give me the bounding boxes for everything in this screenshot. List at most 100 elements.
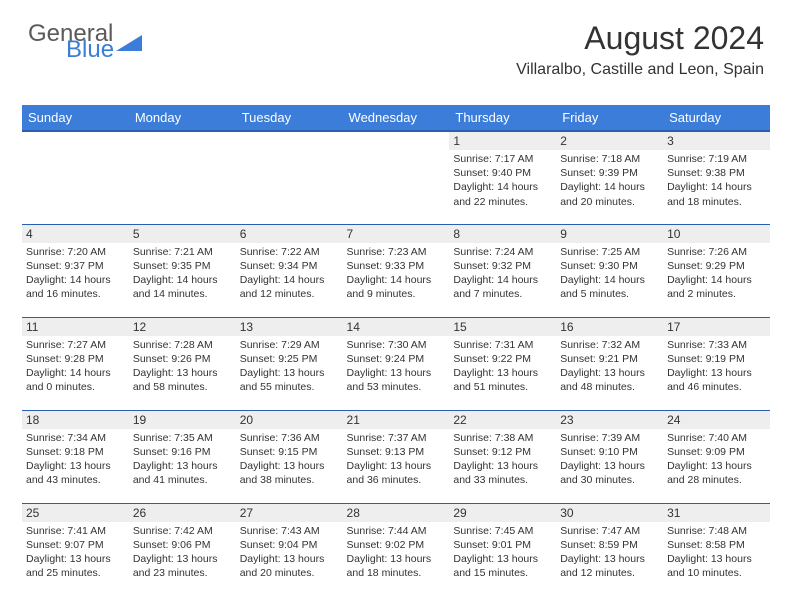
weekday-header: Friday — [556, 105, 663, 131]
day-info: Sunrise: 7:17 AMSunset: 9:40 PMDaylight:… — [449, 150, 556, 213]
calendar-cell: 9Sunrise: 7:25 AMSunset: 9:30 PMDaylight… — [556, 224, 663, 317]
day-info: Sunrise: 7:33 AMSunset: 9:19 PMDaylight:… — [663, 336, 770, 399]
day-number: 5 — [129, 225, 236, 243]
calendar-cell: 19Sunrise: 7:35 AMSunset: 9:16 PMDayligh… — [129, 410, 236, 503]
calendar-cell: 26Sunrise: 7:42 AMSunset: 9:06 PMDayligh… — [129, 503, 236, 596]
day-number: 20 — [236, 411, 343, 429]
day-number: 2 — [556, 132, 663, 150]
calendar-cell: 14Sunrise: 7:30 AMSunset: 9:24 PMDayligh… — [343, 317, 450, 410]
month-title: August 2024 — [516, 20, 764, 57]
day-info: Sunrise: 7:45 AMSunset: 9:01 PMDaylight:… — [449, 522, 556, 585]
day-number: 4 — [22, 225, 129, 243]
calendar-cell — [236, 131, 343, 224]
day-info: Sunrise: 7:37 AMSunset: 9:13 PMDaylight:… — [343, 429, 450, 492]
day-info: Sunrise: 7:36 AMSunset: 9:15 PMDaylight:… — [236, 429, 343, 492]
calendar-row: 25Sunrise: 7:41 AMSunset: 9:07 PMDayligh… — [22, 503, 770, 596]
calendar-cell: 3Sunrise: 7:19 AMSunset: 9:38 PMDaylight… — [663, 131, 770, 224]
calendar-cell: 7Sunrise: 7:23 AMSunset: 9:33 PMDaylight… — [343, 224, 450, 317]
calendar-cell: 21Sunrise: 7:37 AMSunset: 9:13 PMDayligh… — [343, 410, 450, 503]
day-info: Sunrise: 7:30 AMSunset: 9:24 PMDaylight:… — [343, 336, 450, 399]
calendar-cell: 15Sunrise: 7:31 AMSunset: 9:22 PMDayligh… — [449, 317, 556, 410]
calendar-cell: 25Sunrise: 7:41 AMSunset: 9:07 PMDayligh… — [22, 503, 129, 596]
day-info: Sunrise: 7:40 AMSunset: 9:09 PMDaylight:… — [663, 429, 770, 492]
calendar-cell: 31Sunrise: 7:48 AMSunset: 8:58 PMDayligh… — [663, 503, 770, 596]
day-info: Sunrise: 7:21 AMSunset: 9:35 PMDaylight:… — [129, 243, 236, 306]
day-info: Sunrise: 7:43 AMSunset: 9:04 PMDaylight:… — [236, 522, 343, 585]
day-info: Sunrise: 7:32 AMSunset: 9:21 PMDaylight:… — [556, 336, 663, 399]
day-number: 11 — [22, 318, 129, 336]
day-number: 9 — [556, 225, 663, 243]
day-info: Sunrise: 7:42 AMSunset: 9:06 PMDaylight:… — [129, 522, 236, 585]
calendar-cell: 5Sunrise: 7:21 AMSunset: 9:35 PMDaylight… — [129, 224, 236, 317]
day-info: Sunrise: 7:26 AMSunset: 9:29 PMDaylight:… — [663, 243, 770, 306]
day-number: 13 — [236, 318, 343, 336]
calendar-cell: 30Sunrise: 7:47 AMSunset: 8:59 PMDayligh… — [556, 503, 663, 596]
calendar-row: 1Sunrise: 7:17 AMSunset: 9:40 PMDaylight… — [22, 131, 770, 224]
location-text: Villaralbo, Castille and Leon, Spain — [516, 61, 764, 79]
calendar-cell: 17Sunrise: 7:33 AMSunset: 9:19 PMDayligh… — [663, 317, 770, 410]
day-info: Sunrise: 7:18 AMSunset: 9:39 PMDaylight:… — [556, 150, 663, 213]
day-number: 3 — [663, 132, 770, 150]
calendar-cell: 2Sunrise: 7:18 AMSunset: 9:39 PMDaylight… — [556, 131, 663, 224]
day-info: Sunrise: 7:29 AMSunset: 9:25 PMDaylight:… — [236, 336, 343, 399]
calendar-cell: 6Sunrise: 7:22 AMSunset: 9:34 PMDaylight… — [236, 224, 343, 317]
day-info: Sunrise: 7:31 AMSunset: 9:22 PMDaylight:… — [449, 336, 556, 399]
brand-text: General Blue — [28, 22, 114, 62]
calendar-table: SundayMondayTuesdayWednesdayThursdayFrid… — [22, 105, 770, 596]
day-info: Sunrise: 7:35 AMSunset: 9:16 PMDaylight:… — [129, 429, 236, 492]
day-info: Sunrise: 7:44 AMSunset: 9:02 PMDaylight:… — [343, 522, 450, 585]
calendar-row: 11Sunrise: 7:27 AMSunset: 9:28 PMDayligh… — [22, 317, 770, 410]
weekday-header: Saturday — [663, 105, 770, 131]
day-number: 27 — [236, 504, 343, 522]
day-number: 6 — [236, 225, 343, 243]
day-info: Sunrise: 7:22 AMSunset: 9:34 PMDaylight:… — [236, 243, 343, 306]
calendar-row: 4Sunrise: 7:20 AMSunset: 9:37 PMDaylight… — [22, 224, 770, 317]
calendar-cell: 8Sunrise: 7:24 AMSunset: 9:32 PMDaylight… — [449, 224, 556, 317]
day-number: 15 — [449, 318, 556, 336]
day-number: 17 — [663, 318, 770, 336]
calendar-cell: 28Sunrise: 7:44 AMSunset: 9:02 PMDayligh… — [343, 503, 450, 596]
calendar-cell — [343, 131, 450, 224]
calendar-row: 18Sunrise: 7:34 AMSunset: 9:18 PMDayligh… — [22, 410, 770, 503]
calendar-cell: 29Sunrise: 7:45 AMSunset: 9:01 PMDayligh… — [449, 503, 556, 596]
calendar-cell: 24Sunrise: 7:40 AMSunset: 9:09 PMDayligh… — [663, 410, 770, 503]
calendar-cell: 13Sunrise: 7:29 AMSunset: 9:25 PMDayligh… — [236, 317, 343, 410]
day-number: 24 — [663, 411, 770, 429]
day-info: Sunrise: 7:25 AMSunset: 9:30 PMDaylight:… — [556, 243, 663, 306]
brand-logo: General Blue — [28, 22, 142, 62]
day-info: Sunrise: 7:20 AMSunset: 9:37 PMDaylight:… — [22, 243, 129, 306]
day-number: 26 — [129, 504, 236, 522]
day-info: Sunrise: 7:47 AMSunset: 8:59 PMDaylight:… — [556, 522, 663, 585]
brand-word-blue: Blue — [66, 38, 114, 62]
brand-triangle-icon — [116, 35, 142, 51]
day-number: 29 — [449, 504, 556, 522]
day-info: Sunrise: 7:28 AMSunset: 9:26 PMDaylight:… — [129, 336, 236, 399]
day-info: Sunrise: 7:41 AMSunset: 9:07 PMDaylight:… — [22, 522, 129, 585]
day-number: 10 — [663, 225, 770, 243]
calendar-cell: 20Sunrise: 7:36 AMSunset: 9:15 PMDayligh… — [236, 410, 343, 503]
day-number: 19 — [129, 411, 236, 429]
calendar-cell: 22Sunrise: 7:38 AMSunset: 9:12 PMDayligh… — [449, 410, 556, 503]
calendar-cell: 4Sunrise: 7:20 AMSunset: 9:37 PMDaylight… — [22, 224, 129, 317]
calendar-header-row: SundayMondayTuesdayWednesdayThursdayFrid… — [22, 105, 770, 131]
day-number: 8 — [449, 225, 556, 243]
calendar-cell: 12Sunrise: 7:28 AMSunset: 9:26 PMDayligh… — [129, 317, 236, 410]
day-info: Sunrise: 7:39 AMSunset: 9:10 PMDaylight:… — [556, 429, 663, 492]
day-info: Sunrise: 7:38 AMSunset: 9:12 PMDaylight:… — [449, 429, 556, 492]
day-info: Sunrise: 7:27 AMSunset: 9:28 PMDaylight:… — [22, 336, 129, 399]
calendar-cell: 23Sunrise: 7:39 AMSunset: 9:10 PMDayligh… — [556, 410, 663, 503]
calendar-cell: 11Sunrise: 7:27 AMSunset: 9:28 PMDayligh… — [22, 317, 129, 410]
day-info: Sunrise: 7:19 AMSunset: 9:38 PMDaylight:… — [663, 150, 770, 213]
day-number: 22 — [449, 411, 556, 429]
day-info: Sunrise: 7:23 AMSunset: 9:33 PMDaylight:… — [343, 243, 450, 306]
calendar-cell: 10Sunrise: 7:26 AMSunset: 9:29 PMDayligh… — [663, 224, 770, 317]
day-number: 14 — [343, 318, 450, 336]
day-number: 30 — [556, 504, 663, 522]
weekday-header: Monday — [129, 105, 236, 131]
day-number: 25 — [22, 504, 129, 522]
calendar-cell — [22, 131, 129, 224]
day-number: 7 — [343, 225, 450, 243]
day-number: 21 — [343, 411, 450, 429]
weekday-header: Tuesday — [236, 105, 343, 131]
header-right: August 2024 Villaralbo, Castille and Leo… — [516, 20, 764, 79]
